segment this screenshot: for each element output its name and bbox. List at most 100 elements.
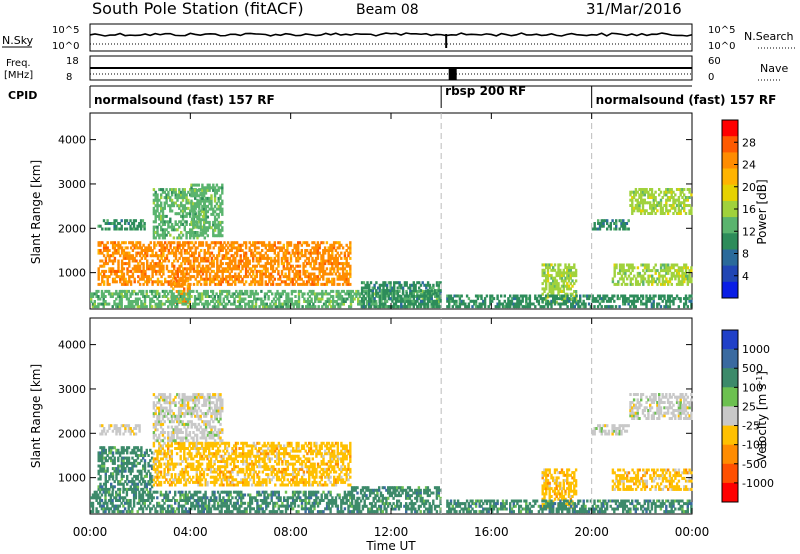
- heatmap-cell: [652, 193, 655, 197]
- heatmap-cell: [498, 299, 501, 303]
- heatmap-cell: [158, 241, 161, 245]
- heatmap-cell: [380, 297, 383, 301]
- heatmap-cell: [225, 457, 229, 461]
- heatmap-cell: [138, 264, 142, 268]
- heatmap-cell: [313, 277, 316, 281]
- heatmap-cell: [221, 272, 224, 276]
- heatmap-cell: [297, 302, 301, 306]
- heatmap-cell: [175, 441, 179, 445]
- heatmap-cell: [239, 254, 242, 258]
- heatmap-cell: [143, 482, 147, 486]
- heatmap-cell: [640, 277, 643, 281]
- heatmap-cell: [217, 207, 220, 211]
- heatmap-cell: [282, 267, 285, 271]
- heatmap-cell: [104, 456, 107, 460]
- heatmap-cell: [108, 267, 111, 271]
- heatmap-cell: [419, 289, 423, 293]
- heatmap-cell: [317, 300, 320, 303]
- heatmap-cell: [189, 231, 192, 234]
- heatmap-cell: [204, 215, 208, 219]
- heatmap-cell: [364, 283, 367, 287]
- heatmap-cell: [627, 302, 630, 306]
- heatmap-cell: [257, 280, 260, 284]
- heatmap-cell: [550, 274, 553, 278]
- heatmap-cell: [314, 295, 317, 298]
- heatmap-cell: [183, 452, 186, 456]
- heatmap-cell: [181, 233, 185, 237]
- heatmap-cell: [208, 246, 212, 250]
- heatmap-cell: [645, 280, 648, 284]
- heatmap-cell: [203, 210, 206, 214]
- heatmap-cell: [514, 294, 517, 298]
- heatmap-cell: [560, 279, 564, 283]
- heatmap-cell: [368, 294, 371, 298]
- heatmap-cell: [219, 202, 222, 206]
- heatmap-cell: [650, 204, 654, 207]
- heatmap-cell: [233, 292, 236, 296]
- heatmap-cell: [217, 223, 220, 227]
- heatmap-cell: [235, 305, 238, 309]
- heatmap-cell: [115, 275, 118, 279]
- heatmap-cell: [277, 254, 280, 258]
- heatmap-cell: [249, 470, 252, 474]
- heatmap-cell: [679, 282, 682, 286]
- heatmap-cell: [437, 300, 440, 303]
- heatmap-cell: [338, 275, 341, 279]
- heatmap-cell: [239, 249, 242, 252]
- heatmap-cell: [225, 243, 228, 247]
- heatmap-cell: [428, 297, 432, 301]
- heatmap-cell: [179, 441, 182, 445]
- heatmap-cell: [152, 478, 156, 482]
- heatmap-cell: [201, 194, 204, 198]
- heatmap-cell: [195, 302, 199, 306]
- heatmap-cell: [672, 271, 675, 275]
- heatmap-cell: [596, 299, 600, 303]
- heatmap-cell: [294, 289, 297, 293]
- heatmap-cell: [206, 289, 209, 293]
- heatmap-cell: [677, 201, 681, 205]
- heatmap-cell: [126, 272, 129, 276]
- heatmap-cell: [222, 465, 225, 469]
- heatmap-cell: [414, 302, 417, 306]
- heatmap-cell: [329, 262, 332, 266]
- heatmap-cell: [127, 305, 130, 309]
- heatmap-cell: [273, 251, 276, 255]
- heatmap-cell: [117, 482, 120, 486]
- freq-tick-top: 18: [66, 56, 79, 67]
- heatmap-cell: [185, 212, 188, 216]
- heatmap-cell: [645, 297, 648, 301]
- heatmap-cell: [146, 249, 149, 252]
- heatmap-cell: [337, 302, 340, 306]
- heatmap-cell: [140, 292, 143, 296]
- heatmap-cell: [290, 289, 294, 293]
- heatmap-cell: [365, 302, 369, 306]
- heatmap-cell: [373, 305, 376, 309]
- heatmap-cell: [654, 280, 657, 284]
- heatmap-cell: [259, 277, 262, 281]
- heatmap-cell: [150, 292, 154, 296]
- heatmap-cell: [219, 262, 223, 266]
- heatmap-cell: [243, 483, 247, 487]
- heatmap-cell: [297, 269, 300, 273]
- heatmap-cell: [245, 478, 248, 482]
- heatmap-cell: [319, 292, 322, 296]
- heatmap-cell: [562, 271, 565, 275]
- heatmap-cell: [106, 289, 109, 293]
- heatmap-cell: [208, 243, 212, 247]
- heatmap-cell: [180, 251, 183, 255]
- heatmap-cell: [129, 485, 132, 489]
- heatmap-cell: [97, 269, 100, 273]
- heatmap-cell: [326, 300, 329, 303]
- heatmap-cell: [149, 241, 152, 245]
- heatmap-cell: [658, 280, 661, 284]
- heatmap-cell: [613, 222, 616, 225]
- heatmap-cell: [165, 267, 169, 271]
- heatmap-cell: [117, 259, 120, 263]
- heatmap-cell: [328, 297, 331, 301]
- heatmap-cell: [316, 246, 320, 250]
- heatmap-cell: [250, 251, 253, 255]
- heatmap-cell: [184, 480, 188, 484]
- heatmap-cell: [380, 302, 383, 306]
- heatmap-cell: [169, 275, 172, 279]
- heatmap-cell: [214, 272, 217, 276]
